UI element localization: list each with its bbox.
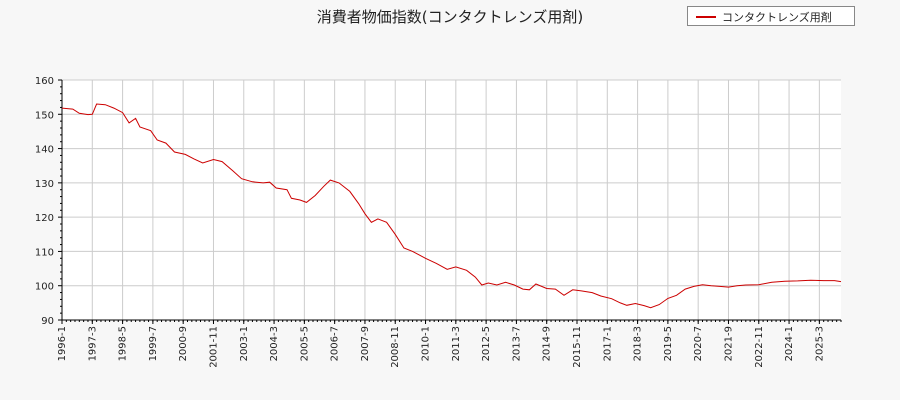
x-tick-label: 2013-7 [511, 326, 522, 361]
y-tick-label: 150 [35, 110, 54, 121]
chart-title: 消費者物価指数(コンタクトレンズ用剤) [316, 8, 584, 26]
x-tick-label: 1996-1 [57, 326, 68, 361]
y-tick-label: 120 [35, 213, 54, 224]
plot-area [62, 80, 841, 320]
x-tick-label: 2024-1 [784, 326, 795, 361]
x-tick-label: 1997-3 [87, 326, 98, 361]
x-tick-label: 2011-3 [451, 326, 462, 361]
x-tick-label: 2007-9 [360, 326, 371, 361]
x-tick-label: 2005-5 [299, 326, 310, 361]
legend-swatch [696, 16, 716, 18]
series-line [61, 103, 842, 309]
x-tick-label: 2012-5 [481, 326, 492, 361]
x-tick-label: 2021-9 [723, 326, 734, 361]
x-tick-label: 2020-7 [693, 326, 704, 361]
x-tick-label: 2025-3 [814, 326, 825, 361]
x-tick-label: 2019-5 [663, 326, 674, 361]
x-tick-label: 2010-1 [421, 326, 432, 361]
x-tick-label: 2006-7 [330, 326, 341, 361]
x-tick-label: 2015-11 [572, 326, 583, 368]
y-tick-label: 140 [35, 145, 54, 156]
x-tick-label: 2001-11 [208, 326, 219, 368]
x-tick-label: 2004-3 [269, 326, 280, 361]
x-tick-label: 1998-5 [118, 326, 129, 361]
y-tick-label: 90 [41, 316, 54, 327]
x-tick-label: 2003-1 [239, 326, 250, 361]
x-tick-label: 2018-3 [633, 326, 644, 361]
x-tick-label: 2000-9 [178, 326, 189, 361]
x-tick-label: 2022-11 [754, 326, 765, 368]
legend: コンタクトレンズ用剤 [687, 6, 855, 26]
x-tick-label: 1999-7 [148, 326, 159, 361]
x-tick-label: 2017-1 [602, 326, 613, 361]
x-tick-label: 2008-11 [390, 326, 401, 368]
y-tick-label: 160 [35, 76, 54, 87]
y-tick-label: 100 [35, 282, 54, 293]
y-tick-label: 110 [35, 247, 54, 258]
x-tick-label: 2014-9 [542, 326, 553, 361]
y-tick-label: 130 [35, 179, 54, 190]
legend-label: コンタクトレンズ用剤 [722, 11, 832, 24]
